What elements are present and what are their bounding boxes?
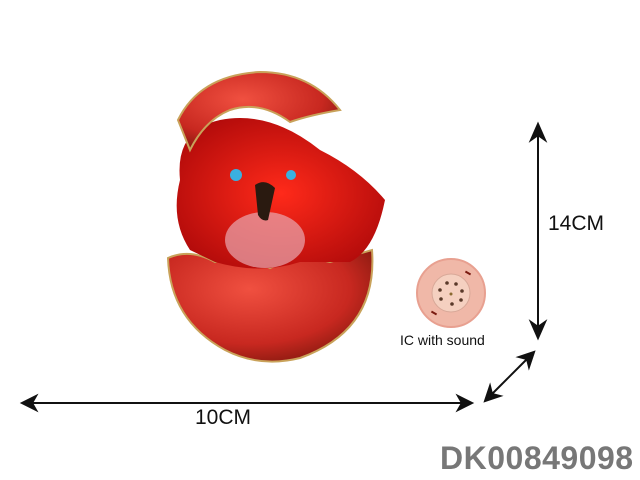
creature-beak xyxy=(255,182,275,221)
creature-belly xyxy=(225,212,305,268)
ic-sound-label: IC with sound xyxy=(400,332,485,348)
arrow-head-right xyxy=(455,393,475,413)
arrow-head-up xyxy=(528,121,548,143)
egg-top-shell xyxy=(176,70,342,153)
speaker-chip-icon xyxy=(416,258,486,328)
product-code: DK00849098 xyxy=(440,440,634,476)
creature-left-eye xyxy=(230,169,242,181)
arrow-head-depth-low xyxy=(483,382,504,403)
arrow-head-depth-high xyxy=(515,350,536,371)
height-label: 14CM xyxy=(548,212,605,235)
creature-right-eye xyxy=(286,170,296,180)
dinosaur-egg-toy xyxy=(166,70,385,363)
width-label: 10CM xyxy=(195,406,252,429)
depth-arrow xyxy=(489,357,529,397)
arrow-head-left xyxy=(19,393,39,413)
arrow-head-down xyxy=(528,319,548,341)
